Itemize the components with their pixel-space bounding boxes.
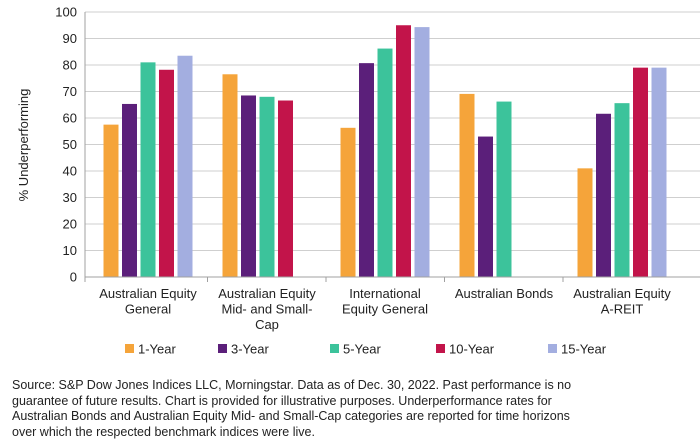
x-category-label: Australian Bonds: [455, 286, 554, 301]
bar-5-year-cat-1: [259, 96, 275, 277]
legend-swatch-10-year: [436, 344, 445, 353]
legend-swatch-3-year: [218, 344, 227, 353]
x-category-label-line: Equity General: [342, 302, 428, 317]
source-note-line: over which the respected benchmark indic…: [12, 424, 315, 439]
y-axis: 0 10 20 30 40 50 60 70 80 90 100: [55, 5, 86, 285]
y-tick-label: 60: [63, 111, 77, 126]
legend-label-3-year: 3-Year: [231, 342, 269, 357]
legend-swatch-5-year: [330, 344, 339, 353]
bar-1-year-cat-2: [340, 127, 356, 277]
bar-3-year-cat-4: [596, 113, 611, 277]
bar-10-year-cat-0: [159, 69, 174, 278]
bar-5-year-cat-2: [377, 48, 393, 277]
y-tick-label: 70: [63, 84, 77, 99]
x-category-label: Australian Equity A-REIT: [573, 286, 671, 317]
x-category-label-line: A-REIT: [601, 302, 644, 317]
legend-label-1-year: 1-Year: [138, 342, 176, 357]
y-tick-label: 80: [63, 58, 77, 73]
bar-3-year-cat-0: [122, 103, 137, 277]
bar-15-year-cat-2: [414, 27, 430, 277]
bar-5-year-cat-3: [496, 101, 512, 277]
source-note-line: Source: S&P Dow Jones Indices LLC, Morni…: [12, 378, 572, 392]
x-category-label-line: Cap: [255, 317, 279, 332]
y-tick-label: 50: [63, 137, 77, 152]
bar-10-year-cat-4: [633, 67, 648, 278]
legend: 1-Year 3-Year 5-Year 10-Year 15-Year: [125, 342, 607, 357]
bar-1-year-cat-3: [459, 93, 475, 277]
legend-label-15-year: 15-Year: [561, 342, 607, 357]
x-category-label-line: Australian Equity: [218, 286, 316, 301]
x-category-label-line: General: [125, 302, 171, 317]
bar-5-year-cat-0: [140, 62, 156, 277]
x-category-label-line: Australian Equity: [99, 286, 197, 301]
x-category-label-line: Mid- and Small-: [221, 302, 312, 317]
bar-15-year-cat-4: [651, 67, 667, 278]
underperformance-bar-chart: 0 10 20 30 40 50 60 70 80 90 100 Australian Equity…: [16, 5, 700, 357]
x-category-label-line: Australian Bonds: [455, 286, 554, 301]
x-category-label-line: Australian Equity: [573, 286, 671, 301]
source-note-line: guarantee of future results. Chart is pr…: [12, 393, 552, 408]
y-tick-label: 0: [70, 270, 77, 285]
bar-1-year-cat-4: [577, 168, 593, 277]
bar-1-year-cat-0: [103, 124, 119, 278]
y-axis-title: % Underperforming: [16, 89, 31, 202]
bar-15-year-cat-0: [177, 55, 193, 278]
bar-10-year-cat-1: [278, 100, 293, 277]
y-tick-label: 40: [63, 164, 77, 179]
y-tick-label: 10: [63, 243, 77, 258]
bar-3-year-cat-3: [478, 136, 493, 277]
legend-swatch-15-year: [548, 344, 557, 353]
legend-swatch-1-year: [125, 344, 134, 353]
bar-3-year-cat-2: [359, 63, 374, 277]
bar-5-year-cat-4: [614, 103, 630, 277]
x-category-label: Australian Equity Mid- and Small-Cap: [218, 286, 316, 332]
source-note-line: Australian Bonds and Australian Equity M…: [12, 409, 570, 423]
y-tick-label: 20: [63, 217, 77, 232]
legend-label-10-year: 10-Year: [449, 342, 495, 357]
bars: [103, 25, 667, 278]
bar-10-year-cat-2: [396, 25, 411, 277]
y-tick-label: 100: [55, 5, 77, 20]
bar-1-year-cat-1: [222, 74, 238, 277]
source-note: Source: S&P Dow Jones Indices LLC, Morni…: [12, 378, 692, 440]
x-category-label: International Equity General: [342, 286, 428, 317]
bar-3-year-cat-1: [241, 95, 256, 277]
x-category-label-line: International: [349, 286, 421, 301]
x-category-label: Australian Equity General: [99, 286, 197, 317]
y-tick-label: 30: [63, 190, 77, 205]
y-tick-label: 90: [63, 31, 77, 46]
legend-label-5-year: 5-Year: [343, 342, 381, 357]
